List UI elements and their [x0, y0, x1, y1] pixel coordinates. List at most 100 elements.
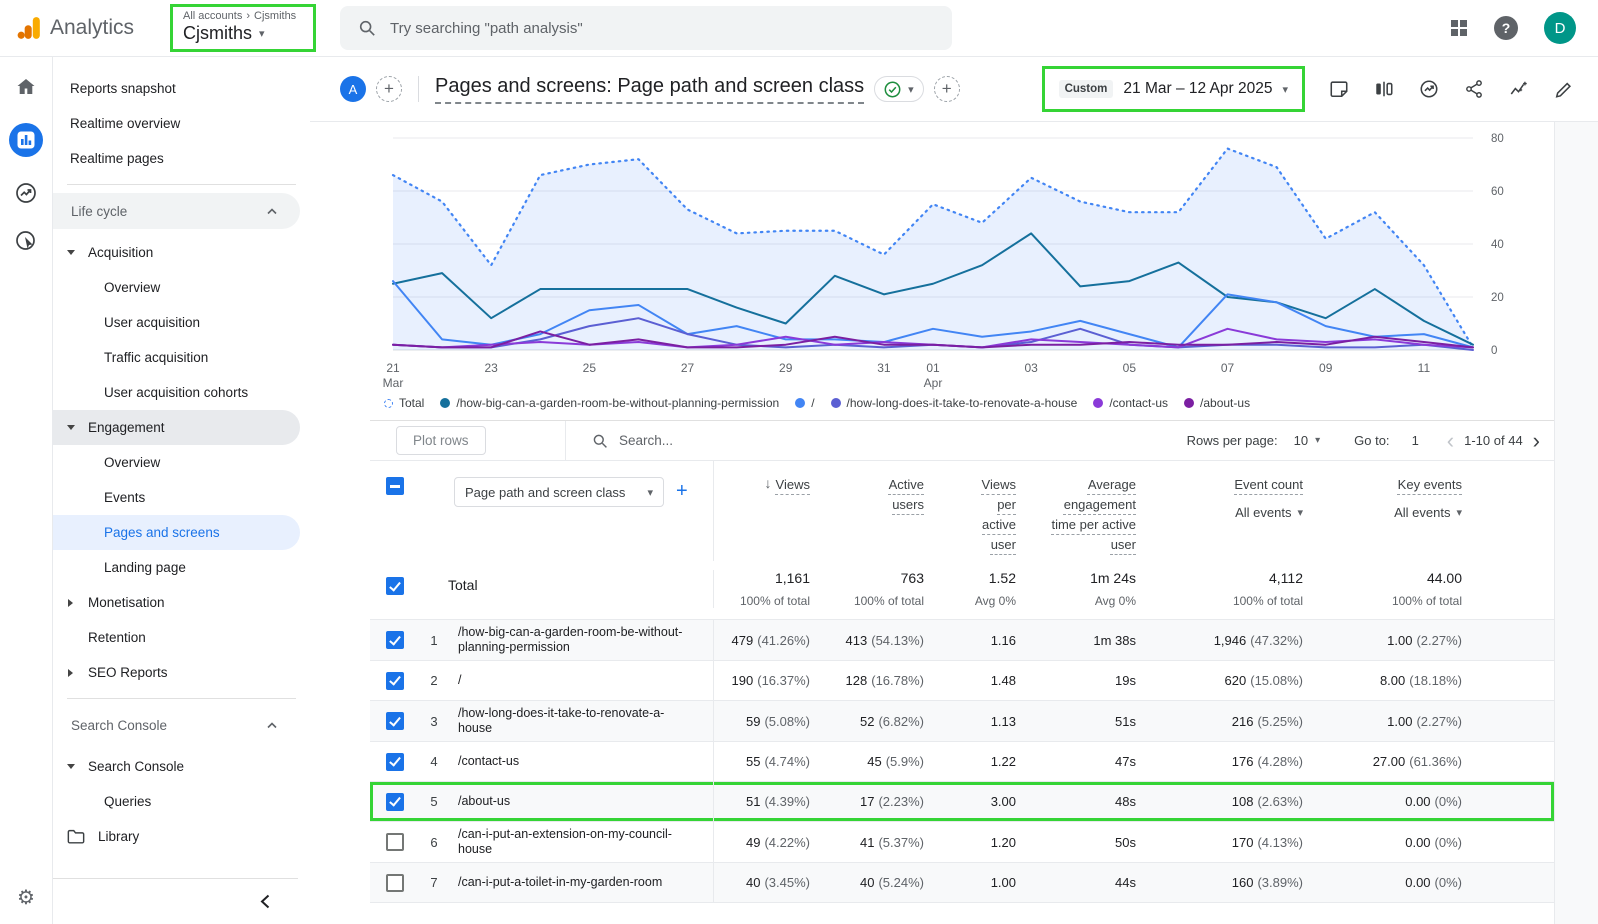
sidebar-item-retention[interactable]: Retention	[53, 620, 300, 655]
report-status-pill[interactable]: ▾	[874, 76, 924, 102]
select-all-checkbox[interactable]	[386, 477, 404, 495]
sidebar-item-seo-reports[interactable]: SEO Reports	[53, 655, 300, 690]
previous-page-icon[interactable]: ‹	[1447, 430, 1454, 452]
legend-item-how-long-does-it-take-to-renovate-a-house[interactable]: /how-long-does-it-take-to-renovate-a-hou…	[831, 396, 1078, 410]
sidebar-item-realtime-overview[interactable]: Realtime overview	[53, 106, 300, 141]
add-secondary-dimension-button[interactable]: +	[676, 480, 688, 503]
sidebar-section-life-cycle[interactable]: Life cycle	[53, 193, 300, 229]
row-metric: 128(16.78%)	[820, 661, 934, 700]
dimension-selector[interactable]: Page path and screen class▾	[454, 477, 664, 507]
sparkline-insights-icon[interactable]	[1509, 79, 1529, 99]
sidebar-item-search-console[interactable]: Search Console	[53, 749, 300, 784]
line-chart: 02040608021Mar232527293101Apr0305070911	[378, 128, 1538, 396]
report-title[interactable]: Pages and screens: Page path and screen …	[435, 75, 864, 104]
goto-page-input[interactable]: 1	[1412, 433, 1419, 448]
plot-rows-button[interactable]: Plot rows	[396, 426, 486, 455]
breadcrumb-root: All accounts	[183, 10, 242, 22]
explore-icon[interactable]	[14, 181, 38, 205]
sidebar-item-overview[interactable]: Overview	[53, 445, 300, 480]
row-checkbox[interactable]	[386, 793, 404, 811]
column-header-views-per-active-user[interactable]: Views per active user	[934, 461, 1026, 561]
row-metric: 49(4.22%)	[713, 822, 820, 862]
column-header-views[interactable]: ↓Views	[713, 461, 820, 561]
reports-nav-icon[interactable]	[9, 123, 43, 157]
legend-item-contact-us[interactable]: /contact-us	[1093, 396, 1168, 410]
sidebar-item-engagement[interactable]: Engagement	[53, 410, 300, 445]
user-avatar[interactable]: D	[1544, 12, 1576, 44]
column-filter-key-events[interactable]: All events▾	[1394, 505, 1462, 520]
chevron-up-icon[interactable]	[266, 207, 278, 215]
legend-item-root[interactable]: /	[795, 396, 814, 410]
row-metric: 1,946(47.32%)	[1146, 620, 1313, 660]
account-switcher[interactable]: All accounts › Cjsmiths Cjsmiths ▾	[170, 4, 316, 52]
sidebar-item-realtime-pages[interactable]: Realtime pages	[53, 141, 300, 176]
legend-item-how-big-can-a-garden-room-be-without-planning-permission[interactable]: /how-big-can-a-garden-room-be-without-pl…	[440, 396, 779, 410]
notes-icon[interactable]	[1329, 79, 1349, 99]
apps-grid-icon[interactable]	[1450, 19, 1468, 37]
insights-icon[interactable]	[1419, 79, 1439, 99]
column-header-key-events[interactable]: Key eventsAll events▾	[1313, 461, 1554, 561]
row-checkbox[interactable]	[386, 712, 404, 730]
row-checkbox[interactable]	[386, 672, 404, 690]
chevron-up-icon[interactable]	[266, 721, 278, 729]
row-checkbox[interactable]	[386, 753, 404, 771]
date-range-type-badge: Custom	[1059, 80, 1114, 98]
sidebar-item-monetisation[interactable]: Monetisation	[53, 585, 300, 620]
next-page-icon[interactable]: ›	[1533, 430, 1540, 452]
column-filter-event-count[interactable]: All events▾	[1235, 505, 1303, 520]
column-header-event-count[interactable]: Event countAll events▾	[1146, 461, 1313, 561]
add-comparison-button[interactable]: +	[376, 76, 402, 102]
table-row[interactable]: 3/how-long-does-it-take-to-renovate-a-ho…	[370, 701, 1554, 742]
collapse-sidebar-icon[interactable]	[260, 894, 270, 909]
table-row[interactable]: 1/how-big-can-a-garden-room-be-without-p…	[370, 620, 1554, 661]
column-header-active-users[interactable]: Active users	[820, 461, 934, 561]
total-row-checkbox[interactable]	[386, 577, 404, 595]
row-metric: 108(2.63%)	[1146, 782, 1313, 821]
rows-per-page-select[interactable]: 10 ▾	[1294, 433, 1321, 448]
home-icon[interactable]	[14, 75, 38, 99]
share-icon[interactable]	[1464, 79, 1484, 99]
sidebar-item-traffic-acquisition[interactable]: Traffic acquisition	[53, 340, 300, 375]
sidebar-item-reports-snapshot[interactable]: Reports snapshot	[53, 71, 300, 106]
column-header-average-engagement-time-per-active-user[interactable]: Average engagement time per active user	[1026, 461, 1146, 561]
legend-item-total[interactable]: Total	[384, 396, 424, 410]
comparison-icon[interactable]	[1374, 79, 1394, 99]
row-metric: 48s	[1026, 782, 1146, 821]
date-range-value: 21 Mar – 12 Apr 2025	[1123, 80, 1272, 98]
sidebar-item-library[interactable]: Library	[53, 819, 300, 854]
row-checkbox[interactable]	[386, 833, 404, 851]
sidebar-item-user-acquisition[interactable]: User acquisition	[53, 305, 300, 340]
row-metric: 160(3.89%)	[1146, 863, 1313, 902]
sidebar-item-user-acquisition-cohorts[interactable]: User acquisition cohorts	[53, 375, 300, 410]
table-row[interactable]: 6/can-i-put-an-extension-on-my-council-h…	[370, 822, 1554, 863]
date-range-picker[interactable]: Custom 21 Mar – 12 Apr 2025 ▾	[1042, 66, 1305, 112]
help-icon[interactable]: ?	[1494, 16, 1518, 40]
table-row[interactable]: 2/190(16.37%)128(16.78%)1.4819s620(15.08…	[370, 661, 1554, 701]
row-metric: 1.16	[934, 620, 1026, 660]
analytics-logo[interactable]: Analytics	[16, 15, 134, 41]
legend-item-about-us[interactable]: /about-us	[1184, 396, 1250, 410]
table-row[interactable]: 5/about-us51(4.39%)17(2.23%)3.0048s108(2…	[370, 782, 1554, 822]
sidebar-item-queries[interactable]: Queries	[53, 784, 300, 819]
edit-pencil-icon[interactable]	[1554, 79, 1574, 99]
row-checkbox[interactable]	[386, 874, 404, 892]
sidebar-item-pages-and-screens[interactable]: Pages and screens	[53, 515, 300, 550]
row-metric: 0.00(0%)	[1313, 863, 1554, 902]
row-metric: 51s	[1026, 701, 1146, 741]
sidebar-item-events[interactable]: Events	[53, 480, 300, 515]
table-row[interactable]: 4/contact-us55(4.74%)45(5.9%)1.2247s176(…	[370, 742, 1554, 782]
sidebar-item-landing-page[interactable]: Landing page	[53, 550, 300, 585]
table-search-input[interactable]: Search...	[592, 433, 1187, 449]
admin-gear-icon[interactable]: ⚙	[17, 885, 35, 910]
sidebar-item-overview[interactable]: Overview	[53, 270, 300, 305]
add-report-button[interactable]: +	[934, 76, 960, 102]
property-chip[interactable]: A	[340, 76, 366, 102]
table-row[interactable]: 7/can-i-put-a-toilet-in-my-garden-room40…	[370, 863, 1554, 903]
sidebar-section-search-console[interactable]: Search Console	[53, 707, 300, 743]
global-search-input[interactable]: Try searching "path analysis"	[340, 6, 952, 50]
advertising-icon[interactable]	[14, 229, 38, 253]
right-gutter	[1554, 122, 1598, 924]
sidebar-item-acquisition[interactable]: Acquisition	[53, 235, 300, 270]
row-checkbox[interactable]	[386, 631, 404, 649]
row-metric: 620(15.08%)	[1146, 661, 1313, 700]
